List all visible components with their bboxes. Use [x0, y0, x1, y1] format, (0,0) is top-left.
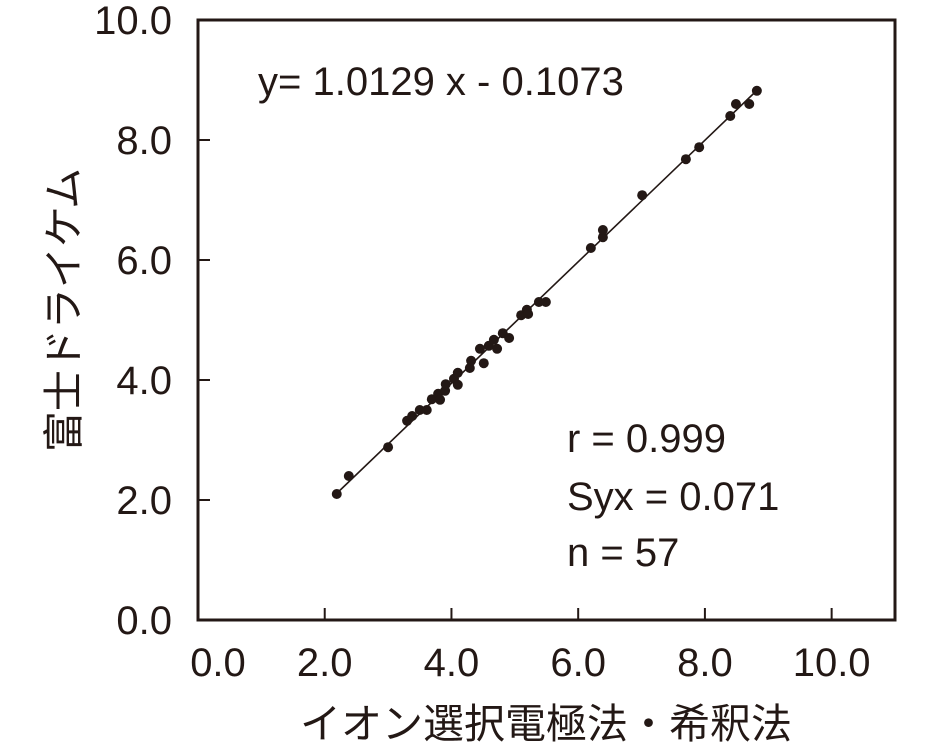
y-tick-label: 2.0 [116, 479, 172, 523]
data-point [597, 225, 608, 235]
data-point [466, 355, 477, 366]
data-point [540, 297, 551, 307]
data-point [478, 358, 489, 369]
data-point [694, 142, 705, 153]
x-tick-label: 0.0 [190, 641, 246, 685]
syx-value: Syx = 0.071 [567, 475, 779, 519]
y-tick-label: 6.0 [116, 239, 172, 283]
regression-equation: y= 1.0129 x - 0.1073 [258, 60, 624, 104]
data-point [435, 394, 446, 405]
x-tick-label: 2.0 [297, 641, 353, 685]
data-point [680, 154, 691, 165]
data-point [452, 367, 463, 378]
data-point [421, 405, 432, 415]
data-point [488, 334, 499, 345]
correlation-coefficient: r = 0.999 [567, 417, 726, 461]
data-point [585, 243, 596, 253]
y-axis-title: 富士ドライケム [40, 168, 88, 452]
data-point [751, 85, 762, 96]
data-point [725, 111, 736, 121]
x-axis-title: イオン選択電極法・希釈法 [300, 700, 792, 748]
data-point [523, 309, 534, 319]
sample-count: n = 57 [567, 531, 679, 575]
data-point [474, 343, 485, 354]
data-point [407, 411, 418, 421]
data-points [331, 85, 762, 499]
y-tick-label: 0.0 [116, 599, 172, 643]
x-tick-label: 6.0 [550, 641, 606, 685]
x-tick-label: 8.0 [677, 641, 733, 685]
data-point [343, 471, 354, 481]
y-tick-label: 8.0 [116, 119, 172, 163]
x-tick-label: 10.0 [793, 641, 871, 685]
data-point [492, 343, 503, 354]
data-point [597, 232, 608, 243]
y-axis: 0.0 2.0 4.0 6.0 8.0 10.0 [94, 0, 210, 643]
data-point [331, 489, 342, 499]
data-point [440, 379, 451, 390]
data-point [452, 379, 463, 390]
y-tick-label: 10.0 [94, 0, 172, 43]
y-tick-label: 4.0 [116, 359, 172, 403]
x-axis: 0.0 2.0 4.0 6.0 8.0 10.0 [190, 608, 871, 685]
data-point [637, 190, 648, 201]
data-point [730, 99, 741, 109]
x-tick-label: 4.0 [424, 641, 480, 685]
data-point [533, 297, 544, 307]
data-point [383, 442, 394, 453]
data-point [504, 333, 515, 343]
data-point [744, 99, 755, 109]
data-point [414, 405, 425, 415]
plot-frame [196, 18, 897, 622]
